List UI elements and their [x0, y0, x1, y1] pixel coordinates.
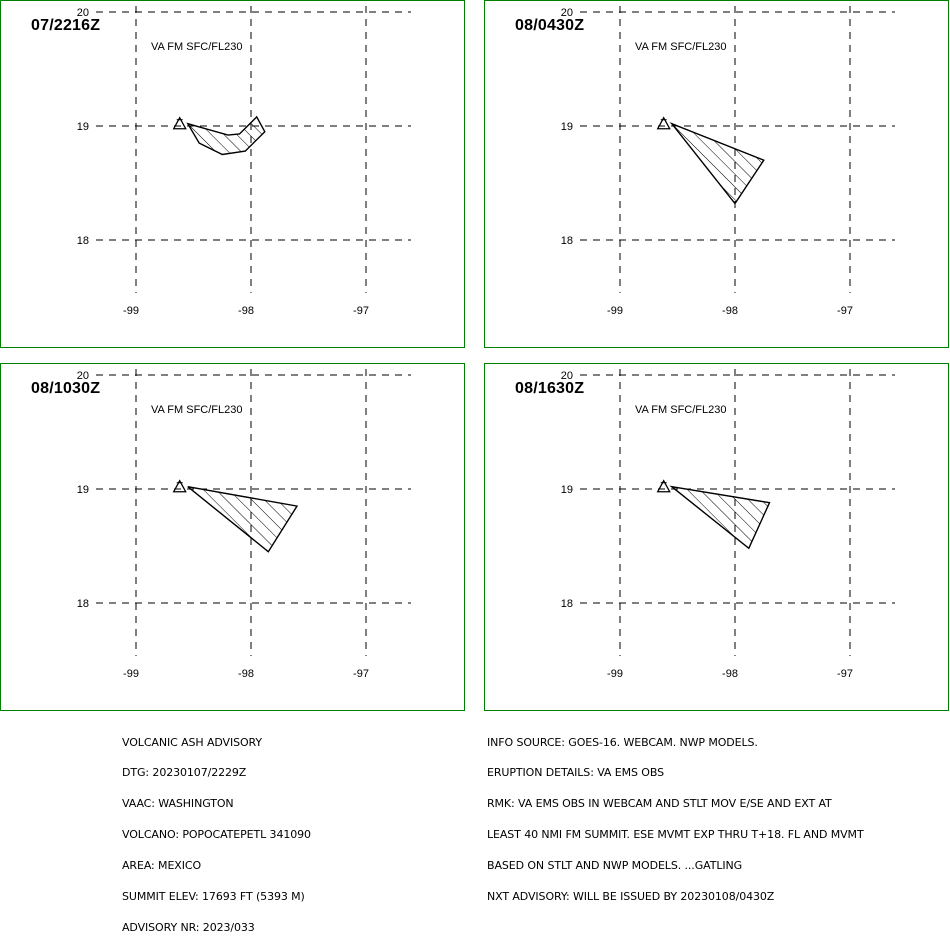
map-canvas-1: 20 19 18 -99 -98 -97 [77, 6, 411, 317]
lon-label: -97 [353, 668, 369, 680]
lon-label: -98 [238, 668, 254, 680]
ash-cloud-polygon [186, 115, 266, 156]
lon-label: -99 [607, 668, 623, 680]
advisory-line: ERUPTION DETAILS: VA EMS OBS [487, 766, 664, 780]
map-panel-3: 20 19 18 -99 -98 -97 08/1030Z VA FM SFC/FL230 [0, 363, 465, 711]
advisory-line: VOLCANO: POPOCATEPETL 341090 [122, 828, 311, 842]
advisory-line: ADVISORY NR: 2023/033 [122, 920, 255, 934]
advisory-right-block: INFO SOURCE: GOES-16. WEBCAM. NWP MODELS… [487, 717, 864, 913]
advisory-line: NXT ADVISORY: WILL BE ISSUED BY 20230108… [487, 890, 775, 904]
advisory-line: RMK: VA EMS OBS IN WEBCAM AND STLT MOV E… [487, 797, 832, 811]
panel-level-2: VA FM SFC/FL230 [635, 41, 727, 53]
lon-label: -99 [607, 305, 623, 317]
map-panel-1: 20 19 18 -99 -98 -97 07/2216Z VA FM SFC/FL230 [0, 0, 465, 348]
ash-cloud-polygon [187, 486, 299, 553]
ash-cloud-polygon [669, 485, 771, 550]
lat-label: 19 [561, 121, 573, 133]
lat-label: 19 [561, 484, 573, 496]
advisory-line: BASED ON STLT AND NWP MODELS. ...GATLING [487, 859, 743, 873]
advisory-line: SUMMIT ELEV: 17693 FT (5393 M) [122, 890, 305, 904]
panel-time-4: 08/1630Z [515, 380, 585, 397]
volcano-icon [656, 116, 671, 130]
panel-time-3: 08/1030Z [31, 380, 101, 397]
lat-label: 20 [77, 370, 89, 382]
map-canvas-3: 20 19 18 -99 -98 -97 [77, 369, 411, 680]
lon-label: -99 [123, 668, 139, 680]
lon-label: -97 [837, 305, 853, 317]
panel-level-3: VA FM SFC/FL230 [151, 404, 243, 416]
volcano-icon [172, 116, 187, 130]
lon-label: -98 [238, 305, 254, 317]
panel-level-4: VA FM SFC/FL230 [635, 404, 727, 416]
lat-label: 18 [77, 235, 89, 247]
lat-label: 19 [77, 484, 89, 496]
advisory-line: INFO SOURCE: GOES-16. WEBCAM. NWP MODELS… [487, 735, 758, 749]
lon-label: -98 [722, 668, 738, 680]
volcano-icon [656, 479, 671, 493]
panel-level-1: VA FM SFC/FL230 [151, 41, 243, 53]
advisory-line: VOLCANIC ASH ADVISORY [122, 735, 263, 749]
map-panel-2: 20 19 18 -99 -98 -97 08/0430Z VA FM SFC/FL230 [484, 0, 949, 348]
lon-label: -97 [837, 668, 853, 680]
volcano-icon [172, 479, 187, 493]
lat-label: 18 [561, 235, 573, 247]
lon-label: -97 [353, 305, 369, 317]
lon-label: -98 [722, 305, 738, 317]
advisory-line: DTG: 20230107/2229Z [122, 766, 247, 780]
lat-label: 20 [561, 370, 573, 382]
lon-label: -99 [123, 305, 139, 317]
map-canvas-4: 20 19 18 -99 -98 -97 [561, 369, 895, 680]
ash-cloud-polygon [669, 122, 765, 205]
lat-label: 20 [77, 7, 89, 19]
advisory-line: VAAC: WASHINGTON [122, 797, 234, 811]
advisory-line: LEAST 40 NMI FM SUMMIT. ESE MVMT EXP THR… [487, 828, 864, 842]
advisory-line: AREA: MEXICO [122, 859, 202, 873]
lat-label: 20 [561, 7, 573, 19]
advisory-left-block: VOLCANIC ASH ADVISORY DTG: 20230107/2229… [122, 717, 311, 944]
map-canvas-2: 20 19 18 -99 -98 -97 [561, 6, 895, 317]
panel-time-2: 08/0430Z [515, 17, 585, 34]
lat-label: 18 [561, 598, 573, 610]
map-panel-4: 20 19 18 -99 -98 -97 08/1630Z VA FM SFC/FL230 [484, 363, 949, 711]
lat-label: 19 [77, 121, 89, 133]
lat-label: 18 [77, 598, 89, 610]
panel-time-1: 07/2216Z [31, 17, 101, 34]
